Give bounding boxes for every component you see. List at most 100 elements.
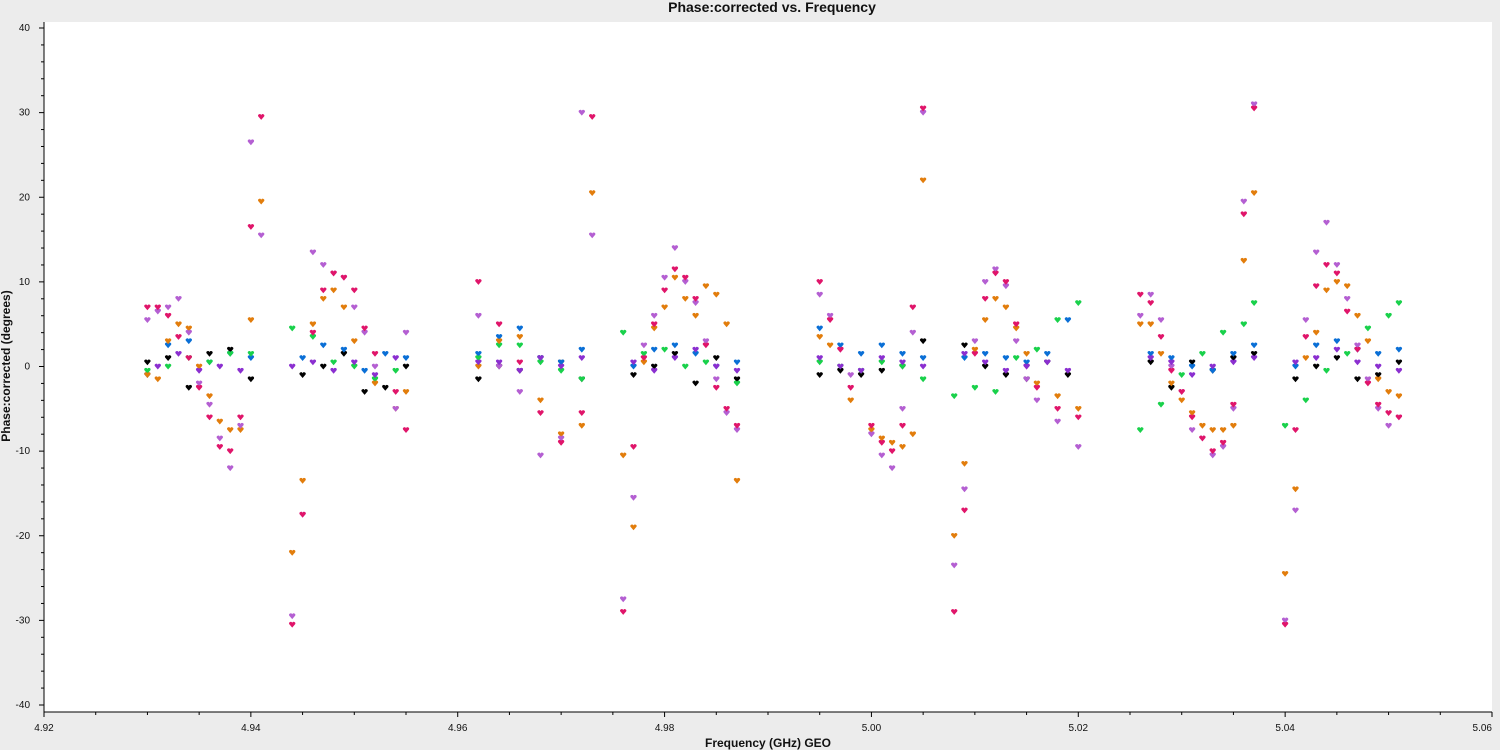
data-point bbox=[1292, 376, 1299, 383]
data-point bbox=[516, 342, 523, 349]
data-point bbox=[557, 359, 565, 366]
data-point bbox=[847, 384, 854, 391]
data-point bbox=[630, 363, 637, 370]
data-point bbox=[868, 422, 875, 429]
data-point bbox=[878, 452, 885, 459]
x-tick-label: 4.96 bbox=[448, 723, 468, 734]
data-point bbox=[878, 355, 885, 361]
data-points bbox=[144, 101, 1403, 628]
data-point bbox=[1364, 325, 1372, 332]
data-point bbox=[899, 359, 906, 366]
data-point bbox=[961, 355, 968, 361]
x-axis-ticks: 4.92 4.94 4.96 4.98 5.00 5.02 5.04 5.06 bbox=[34, 712, 1493, 734]
x-tick-label: 5.02 bbox=[1069, 723, 1089, 734]
data-point bbox=[299, 477, 306, 484]
data-point bbox=[951, 562, 958, 569]
data-point bbox=[309, 329, 317, 336]
data-point bbox=[713, 363, 720, 370]
data-point bbox=[144, 359, 151, 366]
data-point bbox=[1292, 359, 1299, 366]
data-point bbox=[713, 384, 720, 391]
data-point bbox=[1033, 397, 1041, 404]
data-point bbox=[992, 389, 999, 395]
data-point bbox=[309, 334, 317, 340]
data-point bbox=[1044, 359, 1051, 366]
data-point bbox=[320, 342, 327, 349]
data-point bbox=[857, 351, 865, 357]
data-point bbox=[1168, 355, 1175, 361]
data-point bbox=[1054, 317, 1061, 323]
data-point bbox=[857, 372, 865, 378]
data-point bbox=[289, 549, 296, 556]
data-point bbox=[1137, 312, 1144, 319]
data-point bbox=[237, 422, 244, 429]
data-point bbox=[1375, 372, 1382, 378]
data-point bbox=[258, 198, 265, 205]
data-point bbox=[671, 245, 679, 251]
data-point bbox=[185, 338, 192, 345]
data-point bbox=[1230, 401, 1237, 408]
data-point bbox=[1168, 367, 1175, 374]
data-point bbox=[816, 334, 823, 340]
plot-area bbox=[44, 22, 1492, 712]
data-point bbox=[516, 367, 523, 374]
data-point bbox=[816, 279, 823, 285]
data-point bbox=[630, 494, 637, 501]
data-point bbox=[371, 376, 379, 383]
data-point bbox=[1178, 372, 1185, 378]
data-point bbox=[516, 325, 523, 332]
data-point bbox=[909, 329, 916, 336]
data-point bbox=[557, 367, 565, 374]
data-point bbox=[247, 351, 255, 357]
data-point bbox=[185, 384, 192, 391]
data-point bbox=[392, 406, 399, 412]
data-point bbox=[1137, 321, 1144, 328]
data-point bbox=[992, 266, 999, 273]
data-point bbox=[1385, 312, 1392, 319]
data-point bbox=[516, 334, 523, 340]
data-point bbox=[340, 346, 348, 353]
data-point bbox=[1281, 621, 1289, 628]
data-point bbox=[620, 596, 627, 603]
data-point bbox=[1344, 283, 1351, 290]
data-point bbox=[1364, 380, 1372, 387]
data-point bbox=[661, 287, 668, 294]
data-point bbox=[1157, 334, 1165, 340]
data-point bbox=[227, 465, 234, 472]
data-point bbox=[1385, 422, 1392, 429]
data-point bbox=[154, 363, 161, 370]
data-point bbox=[661, 274, 668, 281]
data-point bbox=[1344, 351, 1351, 357]
data-point bbox=[1002, 283, 1010, 290]
data-point bbox=[154, 304, 161, 311]
data-point bbox=[1199, 351, 1206, 357]
data-point bbox=[1375, 351, 1382, 357]
data-point bbox=[227, 351, 234, 357]
data-point bbox=[1054, 406, 1061, 412]
data-point bbox=[237, 367, 244, 374]
data-point bbox=[1147, 291, 1154, 298]
data-point bbox=[382, 384, 389, 391]
data-point bbox=[475, 279, 482, 285]
data-point bbox=[206, 414, 213, 421]
data-point bbox=[961, 507, 968, 514]
data-point bbox=[857, 367, 865, 374]
data-point bbox=[888, 448, 896, 455]
x-tick-label: 5.06 bbox=[1473, 723, 1493, 734]
data-point bbox=[1333, 346, 1341, 353]
data-point bbox=[971, 351, 979, 357]
data-point bbox=[578, 346, 585, 353]
data-point bbox=[723, 321, 730, 328]
data-point bbox=[1313, 342, 1320, 349]
data-point bbox=[982, 359, 989, 366]
data-point bbox=[516, 389, 523, 395]
data-point bbox=[1157, 351, 1165, 357]
data-point bbox=[1323, 262, 1330, 268]
data-point bbox=[475, 351, 482, 357]
data-point bbox=[1137, 427, 1144, 433]
data-point bbox=[640, 359, 648, 366]
x-tick-label: 4.94 bbox=[241, 723, 261, 734]
data-point bbox=[495, 334, 503, 340]
data-point bbox=[1209, 452, 1216, 459]
